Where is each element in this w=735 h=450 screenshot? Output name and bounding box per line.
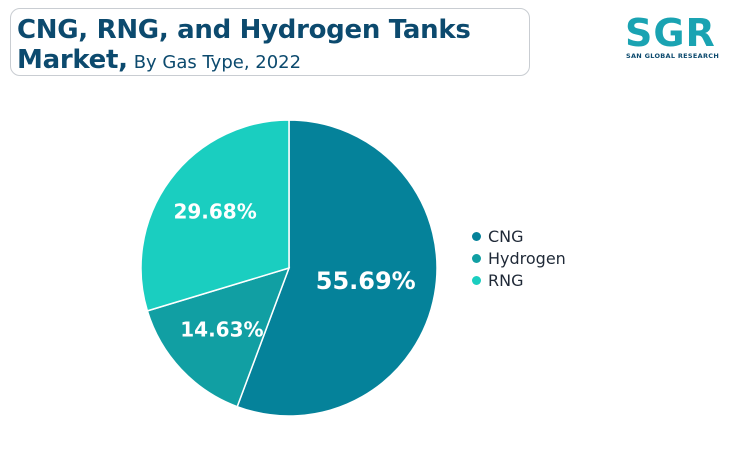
chart-subtitle: By Gas Type, 2022 <box>133 52 302 73</box>
logo-text: SGR <box>625 11 716 55</box>
legend: CNG Hydrogen RNG <box>472 225 566 291</box>
title-box: CNG, RNG, and Hydrogen Tanks Market, By G… <box>10 8 530 76</box>
legend-item-cng: CNG <box>472 225 566 247</box>
legend-label-rng: RNG <box>488 270 524 290</box>
data-label-cng: 55.69% <box>316 267 416 295</box>
data-label-hydrogen: 14.63% <box>180 317 263 341</box>
legend-swatch-cng <box>472 231 481 241</box>
data-label-rng: 29.68% <box>173 200 256 224</box>
legend-item-hydrogen: Hydrogen <box>472 247 566 269</box>
chart-title: CNG, RNG, and Hydrogen Tanks <box>17 15 471 45</box>
pie-slice-cng <box>236 119 438 417</box>
legend-item-rng: RNG <box>472 269 566 291</box>
chart-title-market: Market, <box>17 45 128 75</box>
legend-swatch-hydrogen <box>472 253 481 263</box>
legend-swatch-rng <box>472 275 481 285</box>
pie-slice-hydrogen <box>146 266 291 408</box>
sgr-logo: SGR SAN GLOBAL RESEARCH <box>625 12 725 64</box>
legend-label-hydrogen: Hydrogen <box>488 248 566 268</box>
logo-subtext: SAN GLOBAL RESEARCH <box>626 52 720 60</box>
chart-title-line2: Market, By Gas Type, 2022 <box>17 45 529 78</box>
pie-slice-rng <box>140 119 290 312</box>
legend-label-cng: CNG <box>488 226 524 246</box>
